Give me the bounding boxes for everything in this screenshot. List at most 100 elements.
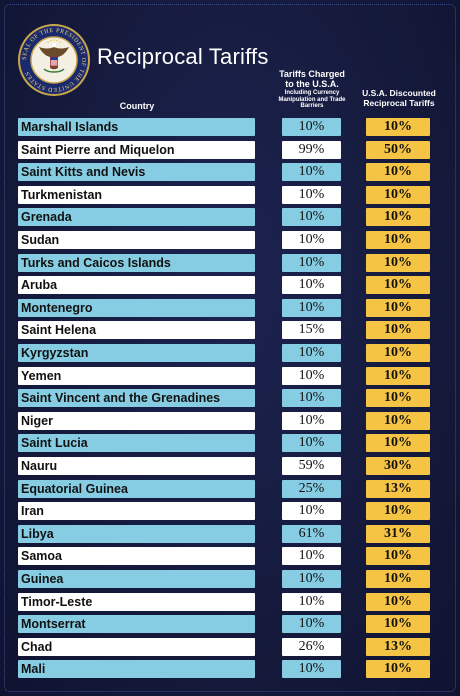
charged-tariff-cell: 10%	[282, 276, 341, 295]
table-row: Guinea 10% 10%	[0, 570, 460, 588]
discounted-tariff-cell: 10%	[366, 592, 430, 611]
charged-column-header: Tariffs Charged to the U.S.A. Including …	[276, 69, 348, 110]
charged-header-sub: Including Currency Manipulation and Trad…	[278, 90, 346, 109]
country-cell: Samoa	[18, 547, 255, 566]
country-cell: Montserrat	[18, 615, 255, 634]
country-cell: Yemen	[18, 366, 255, 385]
country-cell: Saint Kitts and Nevis	[18, 163, 255, 182]
discounted-tariff-cell: 10%	[366, 208, 430, 227]
discounted-tariff-cell: 10%	[366, 411, 430, 430]
charged-tariff-cell: 15%	[282, 321, 341, 340]
discounted-tariff-cell: 10%	[366, 321, 430, 340]
charged-tariff-cell: 10%	[282, 253, 341, 272]
country-cell: Kyrgyzstan	[18, 344, 255, 362]
discounted-tariff-cell: 10%	[366, 389, 430, 408]
table-row: Nauru 59% 30%	[0, 457, 460, 475]
charged-tariff-cell: 10%	[282, 547, 341, 566]
charged-tariff-cell: 10%	[282, 118, 341, 136]
discounted-tariff-cell: 10%	[366, 231, 430, 249]
country-cell: Aruba	[18, 276, 255, 295]
charged-tariff-cell: 10%	[282, 231, 341, 249]
discounted-tariff-cell: 31%	[366, 524, 430, 543]
country-cell: Saint Pierre and Miquelon	[18, 140, 255, 159]
discounted-tariff-cell: 10%	[366, 185, 430, 204]
charged-tariff-cell: 10%	[282, 411, 341, 430]
country-cell: Niger	[18, 411, 255, 430]
country-cell: Guinea	[18, 570, 255, 588]
charged-tariff-cell: 10%	[282, 389, 341, 408]
table-row: Timor-Leste 10% 10%	[0, 592, 460, 611]
country-cell: Chad	[18, 637, 255, 656]
table-row: Chad 26% 13%	[0, 637, 460, 656]
charged-tariff-cell: 61%	[282, 524, 341, 543]
discounted-tariff-cell: 10%	[366, 344, 430, 362]
discounted-tariff-cell: 50%	[366, 140, 430, 159]
page-title: Reciprocal Tariffs	[97, 44, 269, 69]
table-row: Niger 10% 10%	[0, 411, 460, 430]
table-row: Turkmenistan 10% 10%	[0, 185, 460, 204]
charged-tariff-cell: 10%	[282, 344, 341, 362]
country-cell: Saint Vincent and the Grenadines	[18, 389, 255, 408]
table-row: Aruba 10% 10%	[0, 276, 460, 295]
country-cell: Grenada	[18, 208, 255, 227]
charged-tariff-cell: 10%	[282, 660, 341, 679]
table-row: Saint Lucia 10% 10%	[0, 434, 460, 453]
dotted-border	[4, 4, 456, 692]
charged-tariff-cell: 99%	[282, 140, 341, 159]
table-row: Montserrat 10% 10%	[0, 615, 460, 634]
table-row: Marshall Islands 10% 10%	[0, 118, 460, 136]
discounted-tariff-cell: 30%	[366, 457, 430, 475]
discounted-tariff-cell: 10%	[366, 502, 430, 521]
country-cell: Sudan	[18, 231, 255, 249]
charged-tariff-cell: 26%	[282, 637, 341, 656]
table-row: Kyrgyzstan 10% 10%	[0, 344, 460, 362]
discounted-tariff-cell: 10%	[366, 570, 430, 588]
country-cell: Iran	[18, 502, 255, 521]
country-cell: Marshall Islands	[18, 118, 255, 136]
discounted-tariff-cell: 10%	[366, 298, 430, 317]
charged-tariff-cell: 10%	[282, 502, 341, 521]
table-row: Grenada 10% 10%	[0, 208, 460, 227]
table-row: Saint Helena 15% 10%	[0, 321, 460, 340]
country-cell: Timor-Leste	[18, 592, 255, 611]
table-row: Saint Kitts and Nevis 10% 10%	[0, 163, 460, 182]
country-column-header: Country	[119, 101, 155, 111]
charged-tariff-cell: 10%	[282, 185, 341, 204]
table-row: Montenegro 10% 10%	[0, 298, 460, 317]
table-row: Saint Vincent and the Grenadines 10% 10%	[0, 389, 460, 408]
discounted-tariff-cell: 10%	[366, 253, 430, 272]
table-row: Turks and Caicos Islands 10% 10%	[0, 253, 460, 272]
discounted-tariff-cell: 13%	[366, 479, 430, 498]
charged-tariff-cell: 10%	[282, 615, 341, 634]
country-cell: Nauru	[18, 457, 255, 475]
table-row: Libya 61% 31%	[0, 524, 460, 543]
country-cell: Montenegro	[18, 298, 255, 317]
discounted-tariff-cell: 10%	[366, 276, 430, 295]
table-row: Sudan 10% 10%	[0, 231, 460, 249]
presidential-seal-icon: SEAL OF THE PRESIDENT OF THE UNITED STAT…	[18, 24, 90, 96]
charged-header-main: Tariffs Charged to the U.S.A.	[279, 69, 345, 89]
discounted-tariff-cell: 10%	[366, 547, 430, 566]
discounted-tariff-cell: 10%	[366, 660, 430, 679]
country-cell: Saint Helena	[18, 321, 255, 340]
charged-tariff-cell: 59%	[282, 457, 341, 475]
country-cell: Libya	[18, 524, 255, 543]
table-row: Mali 10% 10%	[0, 660, 460, 679]
discounted-tariff-cell: 13%	[366, 637, 430, 656]
table-row: Saint Pierre and Miquelon 99% 50%	[0, 140, 460, 159]
charged-tariff-cell: 10%	[282, 298, 341, 317]
charged-tariff-cell: 25%	[282, 479, 341, 498]
table-row: Equatorial Guinea 25% 13%	[0, 479, 460, 498]
country-cell: Saint Lucia	[18, 434, 255, 453]
discounted-tariff-cell: 10%	[366, 118, 430, 136]
country-cell: Turks and Caicos Islands	[18, 253, 255, 272]
table-row: Yemen 10% 10%	[0, 366, 460, 385]
charged-tariff-cell: 10%	[282, 592, 341, 611]
country-cell: Mali	[18, 660, 255, 679]
charged-tariff-cell: 10%	[282, 163, 341, 182]
table-row: Iran 10% 10%	[0, 502, 460, 521]
charged-tariff-cell: 10%	[282, 366, 341, 385]
discounted-tariff-cell: 10%	[366, 434, 430, 453]
country-cell: Equatorial Guinea	[18, 479, 255, 498]
